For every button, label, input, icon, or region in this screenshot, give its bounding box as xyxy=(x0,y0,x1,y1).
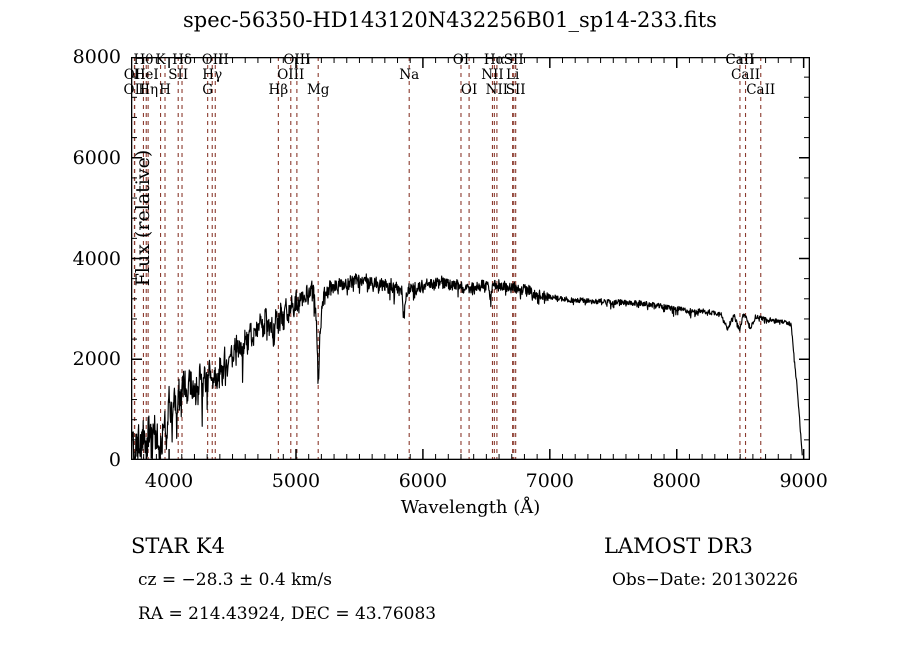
x-tick-label: 6000 xyxy=(398,470,448,492)
object-class-text: STAR K4 xyxy=(131,534,225,558)
plot-title: spec-56350-HD143120N432256B01_sp14-233.f… xyxy=(183,8,717,32)
y-tick-label: 2000 xyxy=(72,348,121,371)
coordinates-text: RA = 214.43924, DEC = 43.76083 xyxy=(138,604,437,624)
spectral-line-label: NII xyxy=(481,67,504,83)
spectrum-trace xyxy=(131,273,803,460)
spectral-line-label: Hθ xyxy=(133,52,154,68)
spectral-line-label: Hα xyxy=(483,52,505,68)
spectral-line-label: CaII xyxy=(725,52,755,68)
spectral-line-label: Hη xyxy=(138,82,159,98)
x-tick-label: 4000 xyxy=(144,470,194,492)
x-tick-label: 5000 xyxy=(271,470,321,492)
x-axis-label: Wavelength (Å) xyxy=(400,497,541,518)
spectral-line-label: Na xyxy=(399,67,420,83)
spectral-line-label: Hδ xyxy=(172,52,192,68)
spectral-line-label: NII xyxy=(485,82,509,98)
spectral-line-label: G xyxy=(202,82,214,98)
redshift-velocity-text: cz = −28.3 ± 0.4 km/s xyxy=(138,570,332,590)
y-tick-label: 6000 xyxy=(72,146,121,169)
x-tick-label: 8000 xyxy=(652,470,701,492)
y-axis-label: Flux (relative) xyxy=(132,149,154,287)
spectral-line-label: OIII xyxy=(283,52,311,68)
spectral-line-label: SII xyxy=(505,82,526,98)
spectral-line-label: CaII xyxy=(730,67,761,83)
observation-date-text: Obs−Date: 20130226 xyxy=(612,570,799,590)
spectrum-canvas xyxy=(131,57,803,460)
spectral-line-label: SII xyxy=(168,67,189,83)
spectral-line-label: OIII xyxy=(201,52,229,68)
spectral-line-label: SII xyxy=(503,52,524,68)
spectral-line-label: OII xyxy=(123,67,146,83)
spectral-line-label: Mg xyxy=(306,82,330,98)
spectral-line-label: HeI xyxy=(133,67,159,83)
spectral-line-label: Hβ xyxy=(268,82,289,98)
y-tick-label: 8000 xyxy=(72,46,121,68)
x-axis-ticks: 4000 5000 6000 7000 8000 9000 xyxy=(131,464,828,494)
spectral-line-label: OIII xyxy=(277,67,305,83)
x-tick-label: 7000 xyxy=(525,470,574,492)
y-tick-label: 0 xyxy=(108,449,121,471)
survey-name-text: LAMOST DR3 xyxy=(604,534,753,558)
spectral-line-label: OI xyxy=(460,82,478,98)
plot-border xyxy=(131,57,810,460)
spectral-line-label: OII xyxy=(123,82,146,98)
axis-frame xyxy=(131,57,810,460)
y-tick-label: 4000 xyxy=(72,247,121,270)
plot-area: 0 2000 4000 6000 8000 4000 5000 6000 7000 8000 90… xyxy=(73,46,828,518)
spectral-line-label: H xyxy=(159,82,171,98)
spectral-line-label: Li xyxy=(505,67,520,83)
x-tick-label: 9000 xyxy=(779,470,828,492)
y-axis-ticks: 0 2000 4000 6000 8000 xyxy=(26,46,121,471)
spectral-line-label: K xyxy=(155,52,166,68)
spectral-line-label: Hγ xyxy=(202,67,223,83)
spectral-line-label: OI xyxy=(452,52,470,68)
spectral-line-label: CaII xyxy=(746,82,776,98)
